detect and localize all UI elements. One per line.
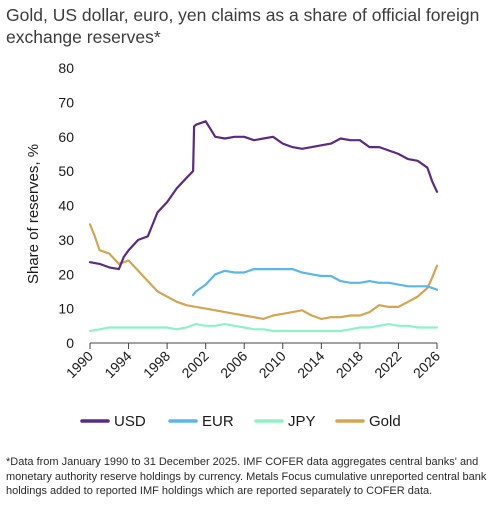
- legend-item-jpy: JPY: [254, 413, 316, 430]
- plot-area: [88, 120, 439, 333]
- legend-label: EUR: [202, 413, 234, 430]
- series-line-usd: [88, 120, 439, 271]
- y-tick-label: 20: [58, 266, 74, 282]
- x-tick-label: 2026: [410, 348, 443, 381]
- legend-item-eur: EUR: [168, 413, 234, 430]
- footnote: *Data from January 1990 to 31 December 2…: [6, 456, 487, 497]
- legend-label: Gold: [369, 413, 401, 430]
- x-tick-label: 2018: [333, 348, 366, 381]
- x-tick-label: 1990: [63, 348, 96, 381]
- y-axis: 0 10 20 30 40 50 60 70 80: [58, 60, 74, 351]
- y-tick-label: 50: [58, 163, 74, 179]
- legend: USD EUR JPY Gold: [80, 413, 401, 430]
- x-tick-label: 2006: [217, 348, 250, 381]
- legend-item-gold: Gold: [335, 413, 401, 430]
- x-tick-label: 2014: [294, 348, 327, 381]
- y-tick-label: 40: [58, 198, 74, 214]
- y-tick-label: 80: [58, 60, 74, 76]
- y-tick-label: 10: [58, 301, 74, 317]
- y-tick-label: 30: [58, 232, 74, 248]
- series-line-gold: [88, 223, 439, 320]
- x-axis: 1990 1994 1998 2002 2006 2010 2014 2018 2022 2026: [63, 342, 443, 381]
- x-tick-label: 1994: [101, 348, 134, 381]
- chart-title: Gold, US dollar, euro, yen claims as a s…: [6, 5, 480, 47]
- legend-label: JPY: [288, 413, 316, 430]
- series-line-jpy: [88, 323, 439, 333]
- y-tick-label: 0: [66, 335, 74, 351]
- x-tick-label: 2002: [178, 348, 211, 381]
- x-tick-label: 2022: [371, 348, 404, 381]
- series-line-eur: [192, 268, 439, 296]
- y-axis-label: Share of reserves, %: [25, 144, 42, 284]
- x-tick-label: 1998: [140, 348, 173, 381]
- y-tick-label: 60: [58, 129, 74, 145]
- legend-label: USD: [114, 413, 146, 430]
- y-tick-label: 70: [58, 94, 74, 110]
- legend-item-usd: USD: [80, 413, 146, 430]
- x-tick-label: 2010: [256, 348, 289, 381]
